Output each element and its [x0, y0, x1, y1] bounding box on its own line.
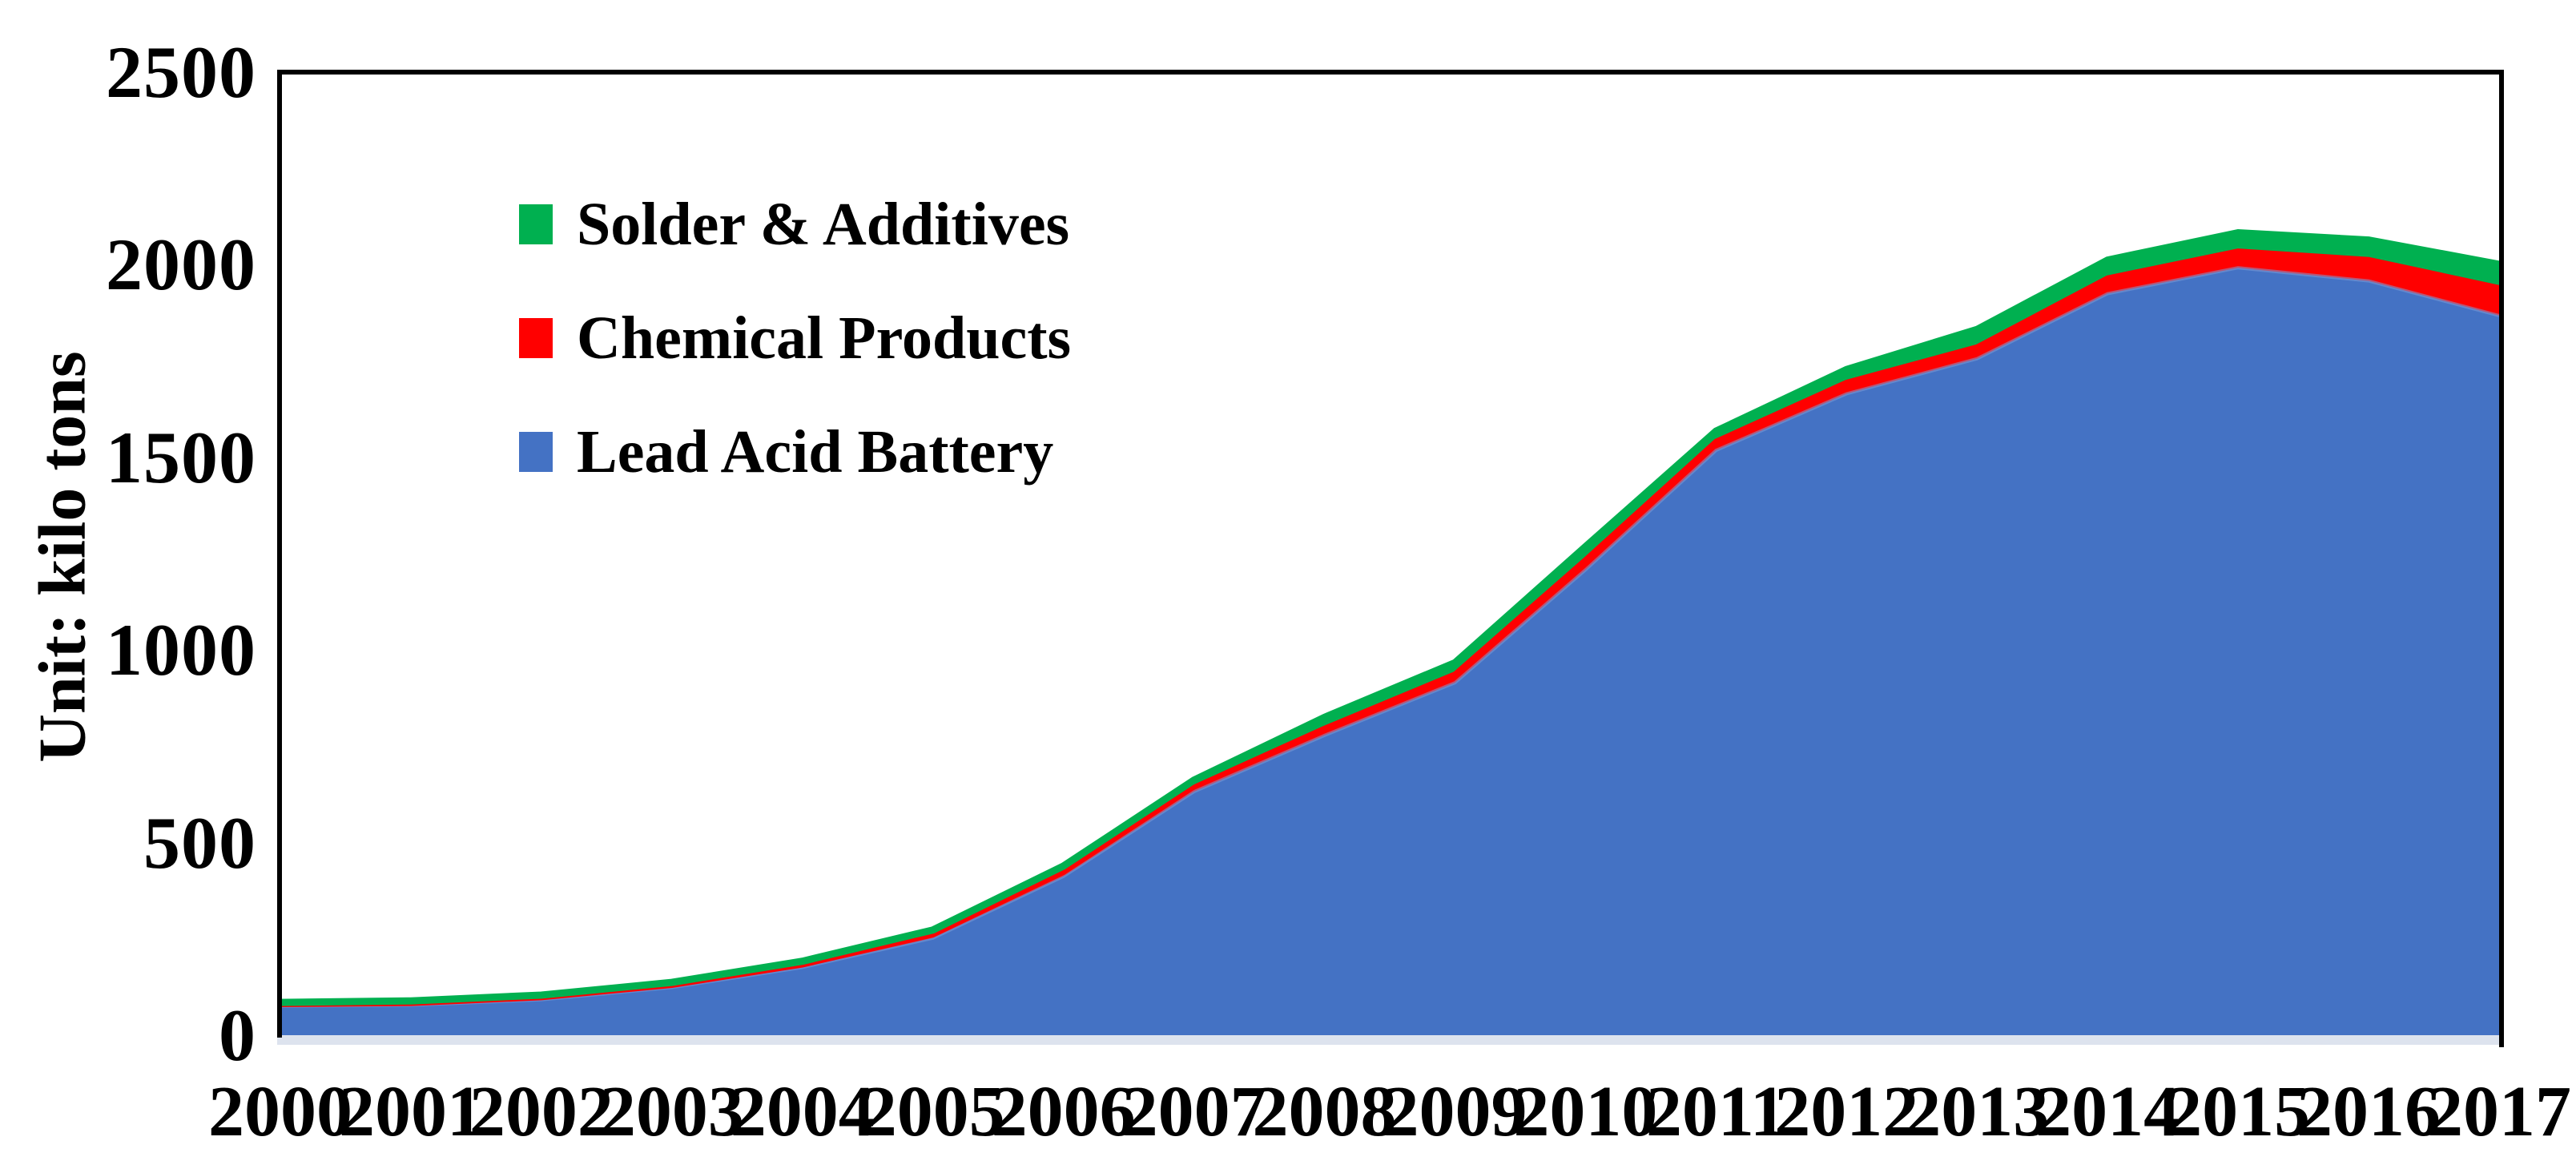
x-tick-label: 2010 — [1513, 1072, 1658, 1151]
x-tick-label: 2011 — [1645, 1072, 1786, 1151]
x-tick-label: 2002 — [469, 1072, 614, 1151]
legend-item-solder-additives: Solder & Additives — [519, 192, 1071, 256]
legend-swatch-red — [519, 318, 553, 358]
legend-swatch-blue — [519, 432, 553, 472]
y-axis-line — [277, 70, 282, 1038]
plot-top-border — [277, 70, 2504, 75]
legend-swatch-green — [519, 204, 553, 244]
legend-label: Solder & Additives — [577, 191, 1070, 258]
x-tick-label: 2005 — [860, 1072, 1005, 1151]
y-tick-label: 1000 — [106, 609, 256, 691]
y-tick-label: 1500 — [106, 416, 256, 498]
x-axis-baseline — [277, 1035, 2504, 1045]
green-boundary-line — [280, 228, 2500, 1006]
x-tick-label: 2007 — [1121, 1072, 1266, 1151]
legend-item-lead-acid-battery: Lead Acid Battery — [519, 420, 1071, 484]
legend-item-chemical-products: Chemical Products — [519, 306, 1071, 370]
y-tick-label: 500 — [143, 801, 256, 884]
x-tick-label: 2012 — [1774, 1072, 1919, 1151]
y-axis-title: Unit: kilo tons — [25, 351, 100, 763]
x-tick-label: 2000 — [208, 1072, 352, 1151]
legend: Solder & Additives Chemical Products Lea… — [519, 192, 1071, 484]
x-tick-label: 2006 — [991, 1072, 1136, 1151]
x-tick-label: 2004 — [730, 1072, 875, 1151]
x-tick-label: 2016 — [2296, 1072, 2441, 1151]
area-lead-acid-battery — [280, 268, 2499, 1035]
plot-right-border — [2499, 70, 2504, 1047]
x-tick-label: 2009 — [1383, 1072, 1527, 1151]
x-tick-label: 2015 — [2166, 1072, 2311, 1151]
x-tick-label: 2013 — [1905, 1072, 2050, 1151]
x-tick-label: 2014 — [2035, 1072, 2180, 1151]
x-tick-label: 2008 — [1252, 1072, 1397, 1151]
y-tick-label: 2500 — [106, 31, 256, 113]
y-tick-label: 0 — [219, 994, 256, 1076]
x-tick-label: 2003 — [599, 1072, 744, 1151]
x-tick-label: 2017 — [2427, 1072, 2571, 1151]
x-tick-label: 2001 — [338, 1072, 483, 1151]
legend-label: Lead Acid Battery — [577, 418, 1054, 486]
y-tick-label: 2000 — [106, 224, 256, 306]
legend-label: Chemical Products — [577, 304, 1072, 372]
